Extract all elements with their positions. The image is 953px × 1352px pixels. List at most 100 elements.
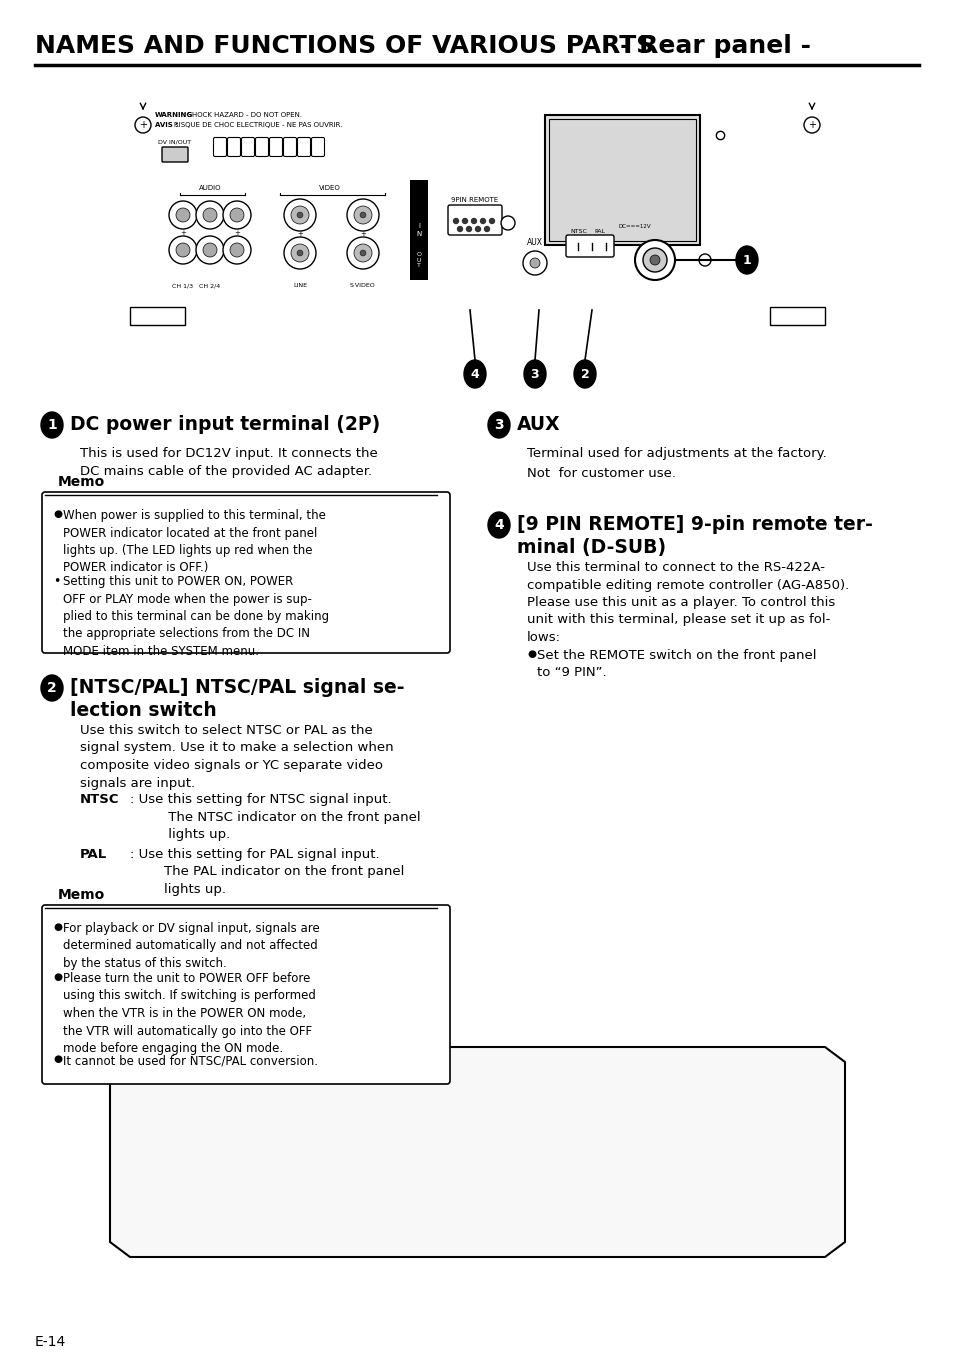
Circle shape bbox=[195, 201, 224, 228]
Text: [NTSC/PAL] NTSC/PAL signal se-
lection switch: [NTSC/PAL] NTSC/PAL signal se- lection s… bbox=[70, 677, 404, 719]
Text: +: + bbox=[233, 230, 240, 237]
Text: 3: 3 bbox=[530, 368, 538, 380]
FancyBboxPatch shape bbox=[269, 138, 282, 157]
Circle shape bbox=[489, 219, 494, 223]
FancyBboxPatch shape bbox=[312, 138, 324, 157]
FancyBboxPatch shape bbox=[130, 307, 185, 324]
Text: DC power input terminal (2P): DC power input terminal (2P) bbox=[70, 415, 380, 434]
Ellipse shape bbox=[463, 360, 485, 388]
Text: +: + bbox=[139, 120, 147, 130]
Circle shape bbox=[480, 219, 485, 223]
Circle shape bbox=[457, 227, 462, 231]
Ellipse shape bbox=[574, 360, 596, 388]
Text: O
U
T: O U T bbox=[416, 251, 421, 268]
FancyBboxPatch shape bbox=[565, 235, 614, 257]
Circle shape bbox=[484, 227, 489, 231]
Circle shape bbox=[230, 208, 244, 222]
Text: Use this terminal to connect to the RS-422A-
compatible editing remote controlle: Use this terminal to connect to the RS-4… bbox=[526, 561, 848, 644]
Text: •: • bbox=[53, 575, 60, 588]
Circle shape bbox=[359, 212, 366, 218]
Text: RISQUE DE CHOC ELECTRIQUE - NE PAS OUVRIR.: RISQUE DE CHOC ELECTRIQUE - NE PAS OUVRI… bbox=[173, 122, 342, 128]
Text: : SHOCK HAZARD - DO NOT OPEN.: : SHOCK HAZARD - DO NOT OPEN. bbox=[183, 112, 302, 118]
Ellipse shape bbox=[523, 360, 545, 388]
Circle shape bbox=[223, 237, 251, 264]
Text: LINE: LINE bbox=[293, 283, 307, 288]
Text: This is used for DC12V input. It connects the
DC mains cable of the provided AC : This is used for DC12V input. It connect… bbox=[80, 448, 377, 479]
Text: [9 PIN REMOTE] 9-pin remote ter-
minal (D-SUB): [9 PIN REMOTE] 9-pin remote ter- minal (… bbox=[517, 515, 872, 557]
Circle shape bbox=[175, 243, 190, 257]
Text: PAL: PAL bbox=[80, 848, 107, 861]
Text: NTSC: NTSC bbox=[80, 794, 119, 806]
Text: Not  for customer use.: Not for customer use. bbox=[526, 466, 676, 480]
FancyBboxPatch shape bbox=[283, 138, 296, 157]
Circle shape bbox=[699, 254, 710, 266]
Text: Memo: Memo bbox=[58, 475, 105, 489]
Circle shape bbox=[522, 251, 546, 274]
Text: +: + bbox=[359, 231, 366, 237]
Text: I
N: I N bbox=[416, 223, 421, 237]
Circle shape bbox=[291, 243, 309, 262]
FancyBboxPatch shape bbox=[42, 904, 450, 1084]
Circle shape bbox=[203, 243, 216, 257]
Circle shape bbox=[354, 206, 372, 224]
FancyBboxPatch shape bbox=[448, 206, 501, 235]
Circle shape bbox=[642, 247, 666, 272]
Text: Please turn the unit to POWER OFF before
using this switch. If switching is perf: Please turn the unit to POWER OFF before… bbox=[63, 972, 315, 1055]
Ellipse shape bbox=[41, 412, 63, 438]
FancyBboxPatch shape bbox=[410, 180, 428, 280]
Text: CH 1/3: CH 1/3 bbox=[172, 283, 193, 288]
Text: : Use this setting for NTSC signal input.
         The NTSC indicator on the fro: : Use this setting for NTSC signal input… bbox=[130, 794, 420, 841]
Circle shape bbox=[135, 118, 151, 132]
Ellipse shape bbox=[488, 512, 510, 538]
Text: 4: 4 bbox=[494, 518, 503, 531]
Text: E-14: E-14 bbox=[35, 1334, 66, 1349]
Circle shape bbox=[169, 201, 196, 228]
Text: Use this switch to select NTSC or PAL as the
signal system. Use it to make a sel: Use this switch to select NTSC or PAL as… bbox=[80, 725, 394, 790]
Text: : Use this setting for PAL signal input.
        The PAL indicator on the front : : Use this setting for PAL signal input.… bbox=[130, 848, 404, 896]
Text: AUX: AUX bbox=[517, 415, 560, 434]
FancyBboxPatch shape bbox=[548, 119, 696, 241]
Circle shape bbox=[284, 237, 315, 269]
Circle shape bbox=[462, 219, 467, 223]
Circle shape bbox=[453, 219, 458, 223]
Circle shape bbox=[296, 212, 303, 218]
Text: +: + bbox=[180, 230, 186, 237]
Text: AVIS :: AVIS : bbox=[154, 122, 178, 128]
Text: +: + bbox=[296, 231, 303, 237]
Text: When power is supplied to this terminal, the
POWER indicator located at the fron: When power is supplied to this terminal,… bbox=[63, 508, 326, 575]
FancyBboxPatch shape bbox=[227, 138, 240, 157]
Circle shape bbox=[471, 219, 476, 223]
Circle shape bbox=[195, 237, 224, 264]
Circle shape bbox=[803, 118, 820, 132]
Circle shape bbox=[230, 243, 244, 257]
Circle shape bbox=[291, 206, 309, 224]
Text: - Rear panel -: - Rear panel - bbox=[619, 34, 810, 58]
Text: Set the REMOTE switch on the front panel
to “9 PIN”.: Set the REMOTE switch on the front panel… bbox=[537, 649, 816, 680]
FancyBboxPatch shape bbox=[213, 138, 226, 157]
Text: S·VIDEO: S·VIDEO bbox=[350, 283, 375, 288]
Text: ●: ● bbox=[526, 649, 536, 658]
Text: ●: ● bbox=[53, 922, 62, 932]
FancyBboxPatch shape bbox=[255, 138, 268, 157]
Text: DV IN/OUT: DV IN/OUT bbox=[158, 139, 192, 145]
Circle shape bbox=[169, 237, 196, 264]
Text: 2: 2 bbox=[580, 368, 589, 380]
Circle shape bbox=[296, 250, 303, 256]
Circle shape bbox=[530, 258, 539, 268]
Text: AUX: AUX bbox=[526, 238, 542, 247]
Text: PAL: PAL bbox=[594, 228, 604, 234]
Text: 1: 1 bbox=[741, 254, 751, 266]
Text: ●: ● bbox=[53, 1055, 62, 1064]
FancyBboxPatch shape bbox=[162, 147, 188, 162]
Ellipse shape bbox=[735, 246, 758, 274]
Ellipse shape bbox=[41, 675, 63, 700]
Text: 9PIN REMOTE: 9PIN REMOTE bbox=[451, 197, 498, 203]
Text: DC===12V: DC===12V bbox=[618, 224, 651, 228]
FancyBboxPatch shape bbox=[241, 138, 254, 157]
Text: Terminal used for adjustments at the factory.: Terminal used for adjustments at the fac… bbox=[526, 448, 826, 460]
Text: 1: 1 bbox=[47, 418, 57, 433]
Circle shape bbox=[175, 208, 190, 222]
Ellipse shape bbox=[488, 412, 510, 438]
Text: WARNING: WARNING bbox=[154, 112, 193, 118]
Text: ●: ● bbox=[53, 972, 62, 982]
